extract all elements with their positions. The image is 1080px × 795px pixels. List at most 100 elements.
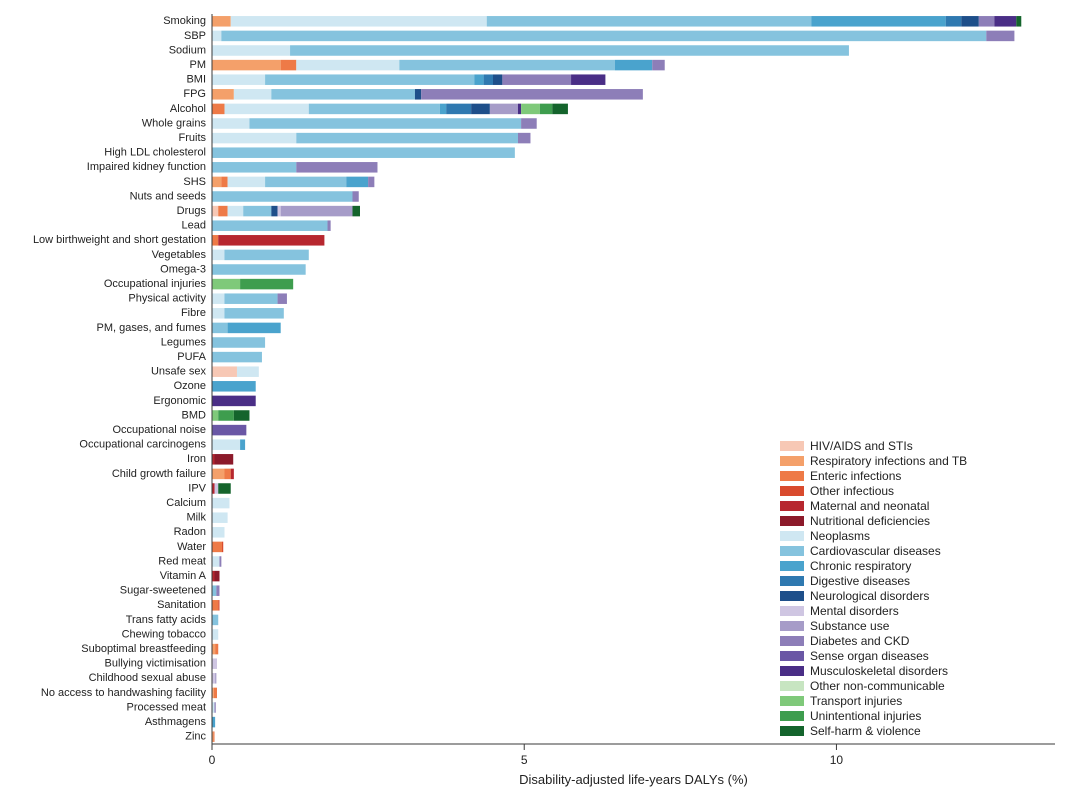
category-label: SBP — [184, 30, 206, 42]
category-label: Occupational carcinogens — [79, 439, 206, 451]
category-label: Impaired kidney function — [87, 161, 206, 173]
category-label: Asthmagens — [145, 716, 207, 728]
bar-segment — [224, 250, 308, 261]
bar-segment — [218, 483, 230, 494]
legend-swatch — [780, 531, 804, 541]
category-label: Lead — [182, 220, 206, 232]
bar-segment — [474, 74, 483, 85]
bar-segment — [652, 60, 664, 71]
bar-segment — [265, 177, 346, 188]
legend-swatch — [780, 681, 804, 691]
bar-segment — [212, 250, 224, 261]
bar-segment — [212, 629, 218, 640]
category-label: Red meat — [158, 555, 206, 567]
category-label: Processed meat — [127, 701, 206, 713]
category-label: Water — [177, 541, 206, 553]
bar-segment — [228, 323, 281, 334]
category-label: Sanitation — [157, 599, 206, 611]
bar-segment — [994, 16, 1016, 27]
x-tick-label: 0 — [209, 753, 216, 767]
category-label: Fibre — [181, 307, 206, 319]
legend-swatch — [780, 456, 804, 466]
x-axis-title: Disability-adjusted life-years DALYs (%) — [519, 772, 748, 787]
bar-segment — [471, 104, 490, 115]
bar-segment — [346, 177, 368, 188]
bar-segment — [212, 366, 237, 377]
bar-segment — [212, 615, 218, 626]
bar-segment — [421, 89, 643, 100]
legend-swatch — [780, 711, 804, 721]
bar-segment — [521, 104, 540, 115]
bar-segment — [571, 74, 605, 85]
bar-segment — [231, 469, 234, 480]
category-label: PUFA — [177, 351, 206, 363]
bar-segment — [518, 104, 521, 115]
bar-segment — [249, 118, 521, 129]
bar-segment — [240, 279, 293, 290]
legend-label: Digestive diseases — [810, 574, 910, 588]
bar-segment — [487, 16, 812, 27]
bar-segment — [278, 293, 287, 304]
bar-segment — [218, 410, 234, 421]
bar-segment — [353, 206, 360, 217]
legend-swatch — [780, 441, 804, 451]
bar-segment — [484, 74, 493, 85]
bar-segment — [271, 206, 277, 217]
legend-swatch — [780, 606, 804, 616]
bar-segment — [215, 673, 216, 684]
bar-segment — [615, 60, 652, 71]
bar-segment — [212, 425, 246, 436]
category-label: Nuts and seeds — [130, 190, 207, 202]
legend-label: Cardiovascular diseases — [810, 544, 941, 558]
legend-label: Transport injuries — [810, 694, 902, 708]
bar-segment — [212, 133, 296, 144]
category-label: Fruits — [179, 132, 207, 144]
bar-segment — [224, 308, 283, 319]
bar-segment — [240, 439, 245, 450]
bar-segment — [212, 381, 256, 392]
legend-swatch — [780, 666, 804, 676]
bar-segment — [271, 89, 415, 100]
legend-swatch — [780, 561, 804, 571]
legend-swatch — [780, 471, 804, 481]
bar-segment — [212, 469, 224, 480]
bar-segment — [212, 206, 218, 217]
bar-segment — [214, 571, 219, 582]
bar-segment — [278, 206, 281, 217]
legend-swatch — [780, 726, 804, 736]
legend-swatch — [780, 591, 804, 601]
bar-segment — [214, 702, 215, 713]
category-label: Vitamin A — [160, 570, 207, 582]
category-label: BMI — [186, 74, 206, 86]
bar-segment — [212, 235, 218, 246]
category-label: IPV — [188, 482, 206, 494]
bar-segment — [493, 74, 502, 85]
bar-segment — [296, 133, 518, 144]
bar-segment — [212, 308, 224, 319]
bar-segment — [440, 104, 446, 115]
category-label: High LDL cholesterol — [104, 147, 206, 159]
bar-segment — [212, 527, 224, 538]
legend-label: Musculoskeletal disorders — [810, 664, 948, 678]
bar-segment — [221, 31, 986, 42]
bar-segment — [213, 731, 214, 742]
bar-segment — [234, 89, 271, 100]
bar-segment — [490, 104, 518, 115]
bar-segment — [290, 45, 849, 56]
category-label: Legumes — [161, 336, 207, 348]
category-label: Trans fatty acids — [126, 614, 207, 626]
bar-segment — [212, 45, 290, 56]
legend-swatch — [780, 576, 804, 586]
legend-label: Sense organ diseases — [810, 649, 929, 663]
bar-segment — [212, 498, 229, 509]
bar-segment — [446, 104, 471, 115]
bar-segment — [218, 600, 219, 611]
bar-segment — [224, 104, 308, 115]
category-label: Childhood sexual abuse — [89, 672, 206, 684]
legend-swatch — [780, 486, 804, 496]
legend-label: Self-harm & violence — [810, 724, 921, 738]
bar-segment — [219, 556, 221, 567]
legend-label: Other infectious — [810, 484, 894, 498]
category-label: Suboptimal breastfeeding — [81, 643, 206, 655]
category-label: Zinc — [185, 731, 206, 743]
